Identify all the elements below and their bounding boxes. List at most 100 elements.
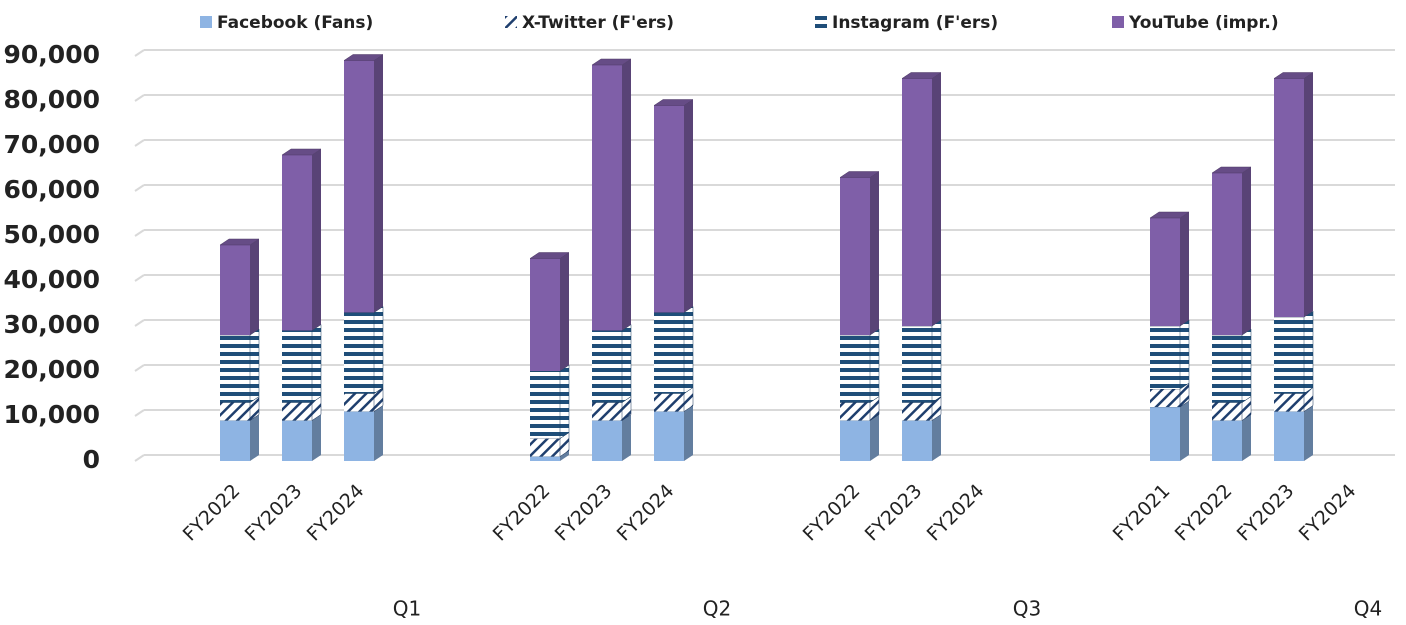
bar-side xyxy=(621,324,632,403)
bar xyxy=(902,402,932,421)
bar-side xyxy=(560,450,569,461)
bar xyxy=(654,393,684,412)
bar xyxy=(220,402,250,421)
bar xyxy=(1150,389,1180,407)
bar xyxy=(592,330,622,403)
bar xyxy=(1212,173,1242,335)
bar-side xyxy=(1304,72,1313,317)
bar-top xyxy=(1211,166,1252,174)
bar-side xyxy=(250,239,259,335)
bar-side xyxy=(869,328,880,403)
x-tick-label: FY2023 xyxy=(861,480,927,546)
bar-side xyxy=(312,414,321,461)
x-tick-label: FY2023 xyxy=(1233,480,1299,546)
grid-line-floor xyxy=(134,229,145,237)
bar xyxy=(530,438,560,457)
legend-swatch xyxy=(1112,16,1124,28)
y-tick-label: 0 xyxy=(83,445,100,474)
grid-line-floor xyxy=(134,319,145,327)
group-label: Q4 xyxy=(1354,597,1382,621)
bar xyxy=(840,335,870,403)
bar xyxy=(840,177,870,335)
bar-side xyxy=(250,414,259,461)
bar xyxy=(1212,402,1242,421)
bar xyxy=(654,411,684,461)
bar xyxy=(1274,393,1304,412)
bar xyxy=(654,105,684,313)
x-tick-label: FY2022 xyxy=(1171,480,1237,546)
group-label: Q1 xyxy=(393,597,421,621)
bar-top xyxy=(1273,72,1314,79)
bar-side xyxy=(1179,319,1190,390)
y-tick-label: 40,000 xyxy=(4,265,100,294)
bar xyxy=(344,60,374,313)
bar xyxy=(530,371,560,439)
bar xyxy=(1150,407,1180,461)
bar-side xyxy=(1241,328,1252,403)
legend-label: YouTube (impr.) xyxy=(1128,13,1279,33)
group-label: Q2 xyxy=(703,597,731,621)
y-tick-label: 10,000 xyxy=(4,400,100,429)
legend-label: X-Twitter (F'ers) xyxy=(522,13,674,33)
bar-side xyxy=(1242,167,1251,335)
x-tick-label: FY2024 xyxy=(923,480,989,546)
grid-line-floor xyxy=(134,364,145,372)
y-tick-label: 20,000 xyxy=(4,355,100,384)
bar xyxy=(282,402,312,421)
bar-side xyxy=(560,252,569,371)
bar xyxy=(840,420,870,461)
grid-line-floor xyxy=(134,454,145,462)
bar-side xyxy=(622,414,631,461)
bar-top xyxy=(281,148,322,156)
x-tick-label: FY2021 xyxy=(1109,480,1175,546)
bar-top xyxy=(1149,211,1190,219)
bar xyxy=(1150,218,1180,326)
bar xyxy=(1212,335,1242,403)
bar xyxy=(1212,420,1242,461)
bar-side xyxy=(1303,310,1314,394)
bar xyxy=(344,312,374,394)
bar-top xyxy=(343,54,384,61)
x-tick-label: FY2024 xyxy=(1295,480,1361,546)
bar-top xyxy=(219,238,260,246)
bar-side xyxy=(373,306,384,394)
bar-side xyxy=(684,405,693,461)
bar-side xyxy=(374,405,383,461)
bar xyxy=(530,456,560,461)
legend-label: Facebook (Fans) xyxy=(217,13,373,33)
x-tick-label: FY2023 xyxy=(551,480,617,546)
grid-line-floor xyxy=(134,184,145,192)
bar xyxy=(1274,411,1304,461)
legend-swatch xyxy=(505,16,517,28)
bar xyxy=(592,402,622,421)
bar xyxy=(840,402,870,421)
legend-swatch xyxy=(815,16,827,28)
bar-side xyxy=(374,54,383,313)
bar xyxy=(592,65,622,331)
bar xyxy=(592,420,622,461)
grid-line-floor xyxy=(134,139,145,147)
bar xyxy=(1274,317,1304,394)
grid-line-floor xyxy=(134,409,145,417)
bar-side xyxy=(559,364,570,439)
bar xyxy=(1150,326,1180,389)
bar-top xyxy=(529,252,570,259)
bar-side xyxy=(683,306,694,394)
bar-side xyxy=(249,328,260,403)
bar xyxy=(282,330,312,403)
bar xyxy=(282,420,312,461)
bar-side xyxy=(311,324,322,403)
bar-side xyxy=(1180,401,1189,461)
y-tick-label: 90,000 xyxy=(4,40,100,69)
bar xyxy=(220,335,250,403)
grid-line-floor xyxy=(134,94,145,102)
x-tick-label: FY2022 xyxy=(489,480,555,546)
bar xyxy=(530,258,560,371)
bar-top xyxy=(839,171,880,178)
grid-line-floor xyxy=(134,49,145,57)
bar-side xyxy=(622,59,631,331)
legend-swatch xyxy=(200,16,212,28)
legend-label: Instagram (F'ers) xyxy=(832,13,998,33)
bar-side xyxy=(312,149,321,331)
bar xyxy=(902,78,932,326)
